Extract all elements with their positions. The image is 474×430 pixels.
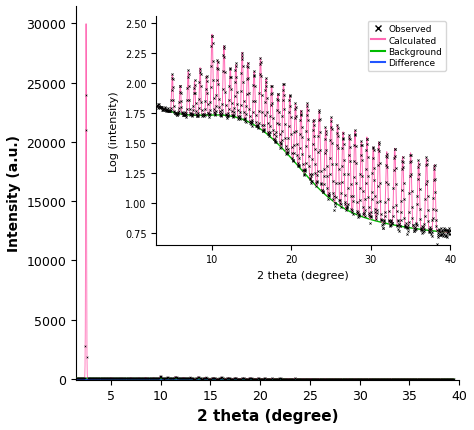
Legend: Observed, Calculated, Background, Difference: Observed, Calculated, Background, Differ… [367, 22, 446, 71]
Y-axis label: Log (intensity): Log (intensity) [109, 91, 119, 172]
Y-axis label: Intensity (a.u.): Intensity (a.u.) [7, 135, 21, 252]
X-axis label: 2 theta (degree): 2 theta (degree) [197, 408, 338, 423]
X-axis label: 2 theta (degree): 2 theta (degree) [257, 270, 349, 280]
